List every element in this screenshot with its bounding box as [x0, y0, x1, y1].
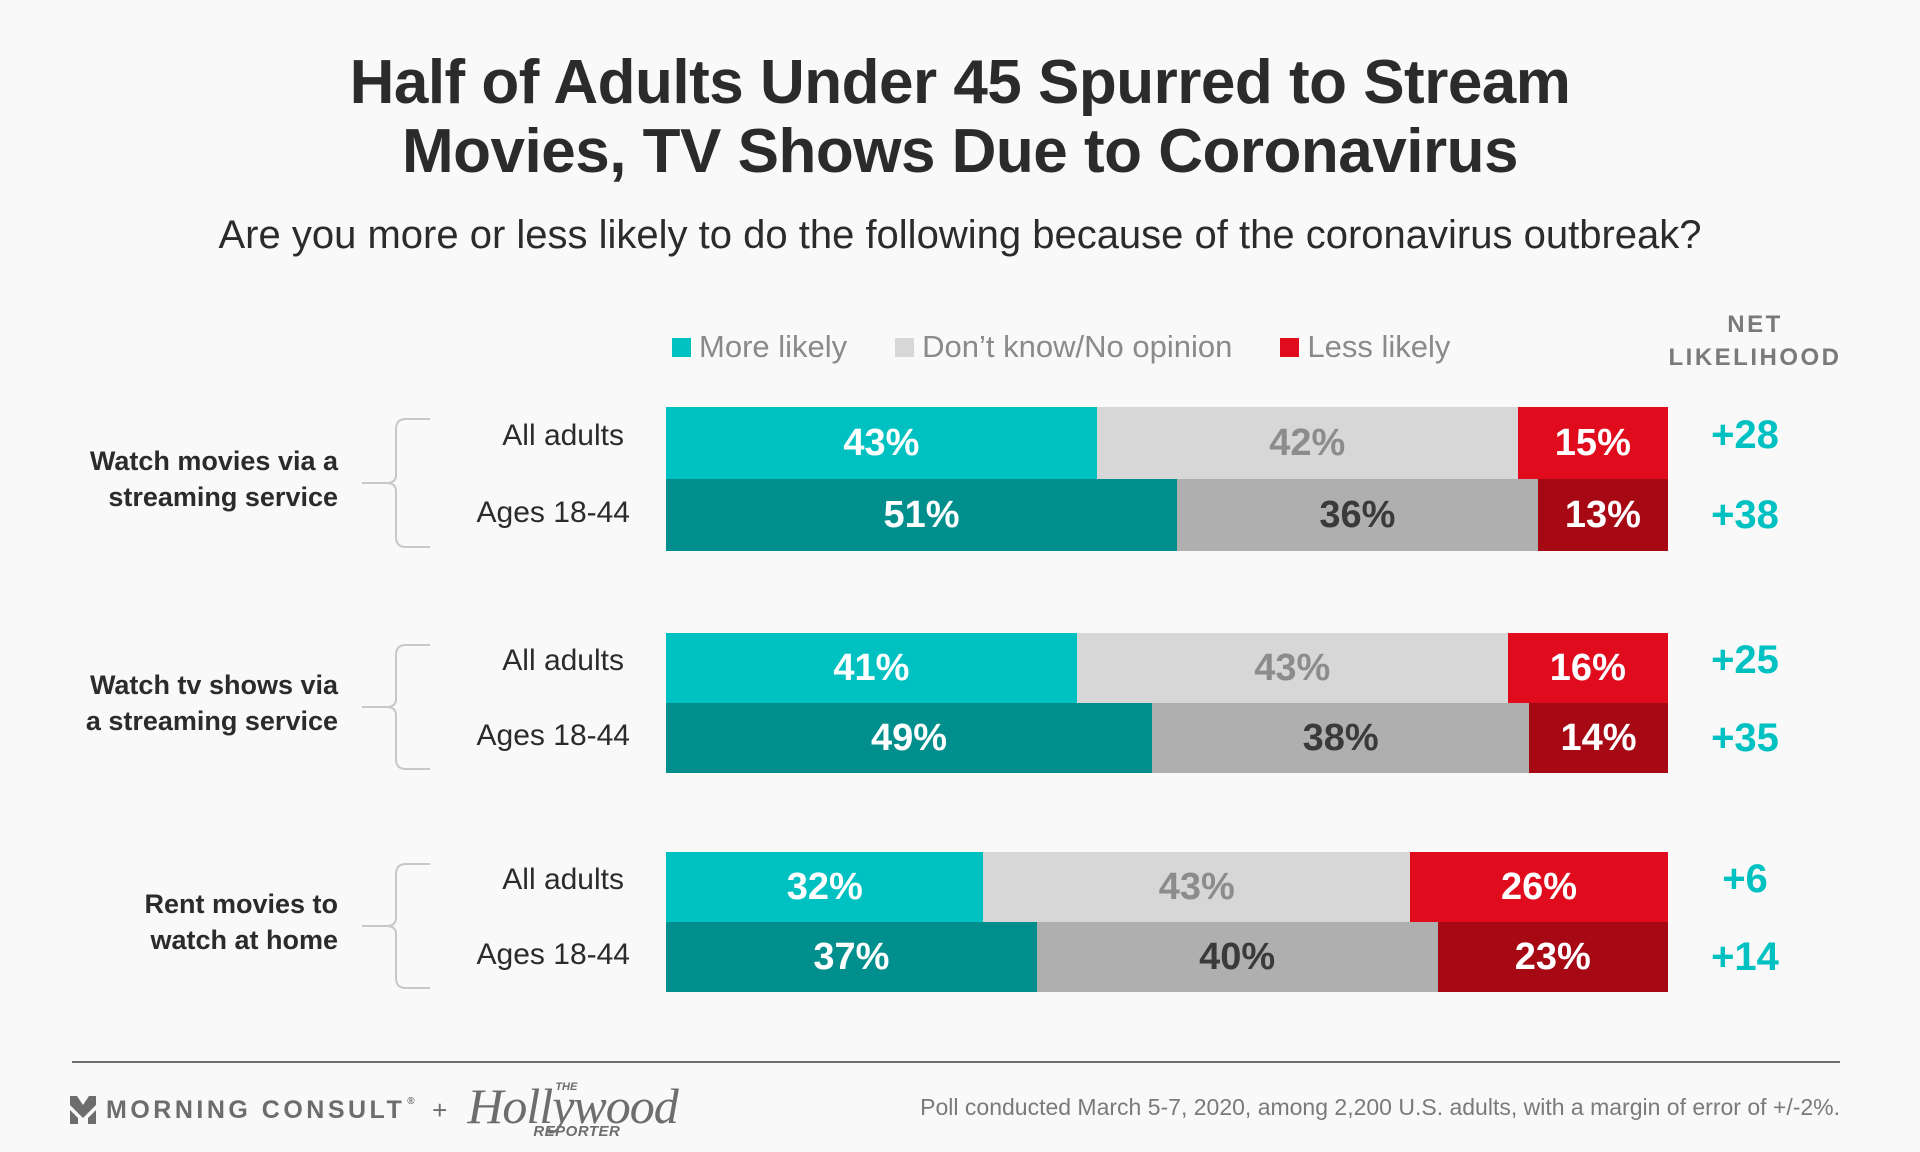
- legend-item-dont-know: Don’t know/No opinion: [895, 329, 1232, 365]
- bar-segment-less-likely: 16%: [1507, 633, 1668, 703]
- bar-segment-more-likely: 37%: [666, 922, 1037, 992]
- group-brace-icon: [362, 418, 430, 548]
- net-likelihood-value: +28: [1711, 413, 1779, 457]
- row-label: Ages 18-44: [476, 719, 630, 752]
- legend-item-less-likely: Less likely: [1280, 329, 1450, 365]
- group-label-line: Rent movies to: [144, 889, 338, 919]
- legend-swatch-less-likely: [1280, 337, 1300, 357]
- bar-segment-dont-know: 38%: [1152, 703, 1530, 773]
- bar-segment-more-likely: 43%: [666, 407, 1097, 479]
- net-header-line-1: NET: [1727, 311, 1783, 338]
- bar-value-label: 41%: [833, 646, 910, 689]
- group-label: Watch movies via a streaming service: [38, 443, 338, 515]
- bar-segment-less-likely: 23%: [1437, 922, 1668, 992]
- legend-label: Don’t know/No opinion: [922, 329, 1233, 364]
- bar-segment-less-likely: 13%: [1537, 479, 1668, 551]
- bar-value-label: 43%: [1254, 646, 1331, 689]
- row-label: Ages 18-44: [476, 496, 630, 529]
- bar-value-label: 13%: [1564, 493, 1641, 536]
- group-label: Watch tv shows via a streaming service: [38, 667, 338, 739]
- legend-label: More likely: [699, 329, 848, 364]
- hollywood-reporter-logo: Hollywood THE REPORTER: [467, 1078, 678, 1140]
- bar-row: 37% 40% 23%: [666, 922, 1668, 992]
- bar-row: 32% 43% 26%: [666, 852, 1668, 922]
- net-likelihood-header: NET LIKELIHOOD: [1640, 308, 1870, 374]
- morning-consult-logo-icon: [70, 1096, 96, 1124]
- chart-title: Half of Adults Under 45 Spurred to Strea…: [0, 48, 1920, 186]
- net-header-line-2: LIKELIHOOD: [1668, 344, 1842, 371]
- bar-segment-less-likely: 26%: [1410, 852, 1668, 922]
- group-brace-icon: [362, 644, 430, 770]
- bar-segment-less-likely: 14%: [1529, 703, 1668, 773]
- chart-title-line-1: Half of Adults Under 45 Spurred to Strea…: [349, 48, 1571, 117]
- net-likelihood-value: +14: [1711, 935, 1779, 979]
- bar-segment-less-likely: 15%: [1517, 407, 1668, 479]
- row-label: Ages 18-44: [476, 938, 630, 971]
- legend-label: Less likely: [1307, 329, 1451, 364]
- bar-segment-more-likely: 32%: [666, 852, 984, 922]
- bar-value-label: 43%: [1158, 865, 1235, 908]
- group-label-line: streaming service: [108, 482, 338, 512]
- bar-row: 43% 42% 15%: [666, 407, 1668, 479]
- bar-segment-dont-know: 42%: [1096, 407, 1518, 479]
- net-likelihood-value: +25: [1711, 638, 1779, 682]
- legend-item-more-likely: More likely: [672, 329, 847, 365]
- bar-segment-more-likely: 51%: [666, 479, 1178, 551]
- bar-segment-dont-know: 43%: [1076, 633, 1508, 703]
- bar-value-label: 16%: [1549, 646, 1626, 689]
- row-label: All adults: [502, 644, 624, 677]
- row-label: All adults: [502, 419, 624, 452]
- the-wordmark: THE: [555, 1081, 578, 1093]
- bar-segment-dont-know: 36%: [1177, 479, 1538, 551]
- bar-value-label: 49%: [871, 716, 948, 759]
- group-label-line: Watch movies via a: [89, 446, 338, 476]
- chart-title-line-2: Movies, TV Shows Due to Coronavirus: [402, 117, 1518, 186]
- bar-row: 41% 43% 16%: [666, 633, 1668, 703]
- bar-value-label: 42%: [1269, 421, 1346, 464]
- group-label: Rent movies to watch at home: [38, 886, 338, 958]
- bar-segment-dont-know: 43%: [983, 852, 1411, 922]
- bar-value-label: 38%: [1302, 716, 1379, 759]
- group-brace-icon: [362, 863, 430, 989]
- bar-segment-more-likely: 49%: [666, 703, 1153, 773]
- bar-value-label: 23%: [1514, 935, 1591, 978]
- bar-row: 49% 38% 14%: [666, 703, 1668, 773]
- bar-value-label: 32%: [786, 865, 863, 908]
- group-label-line: watch at home: [150, 925, 338, 955]
- net-likelihood-value: +38: [1711, 493, 1779, 537]
- reporter-wordmark: REPORTER: [533, 1123, 621, 1140]
- bar-segment-dont-know: 40%: [1036, 922, 1438, 992]
- bar-value-label: 51%: [883, 493, 960, 536]
- hollywood-wordmark: Hollywood: [467, 1078, 678, 1134]
- legend-swatch-dont-know: [895, 337, 915, 357]
- bar-value-label: 15%: [1554, 421, 1631, 464]
- bar-value-label: 26%: [1500, 865, 1578, 908]
- footer-logos: MORNING CONSULT ® + Hollywood THE REPORTE…: [70, 1078, 679, 1140]
- morning-consult-wordmark: MORNING CONSULT ®: [106, 1095, 419, 1124]
- net-likelihood-value: +6: [1722, 857, 1768, 901]
- bar-value-label: 43%: [843, 421, 920, 464]
- plus-sign: +: [432, 1094, 448, 1125]
- group-label-line: Watch tv shows via: [89, 670, 338, 700]
- bar-segment-more-likely: 41%: [666, 633, 1077, 703]
- legend-swatch-more-likely: [672, 337, 691, 357]
- legend: More likely Don’t know/No opinion Less l…: [672, 327, 1498, 367]
- group-label-line: a streaming service: [85, 706, 338, 736]
- bar-row: 51% 36% 13%: [666, 479, 1668, 551]
- chart-subtitle: Are you more or less likely to do the fo…: [218, 213, 1702, 257]
- net-likelihood-value: +35: [1711, 716, 1779, 760]
- row-label: All adults: [502, 863, 624, 896]
- footer-divider: [72, 1061, 1840, 1063]
- bar-value-label: 14%: [1560, 716, 1637, 759]
- bar-value-label: 40%: [1199, 935, 1276, 978]
- bar-value-label: 36%: [1319, 493, 1396, 536]
- footer-methodology-note: Poll conducted March 5-7, 2020, among 2,…: [920, 1094, 1840, 1120]
- bar-value-label: 37%: [813, 935, 890, 978]
